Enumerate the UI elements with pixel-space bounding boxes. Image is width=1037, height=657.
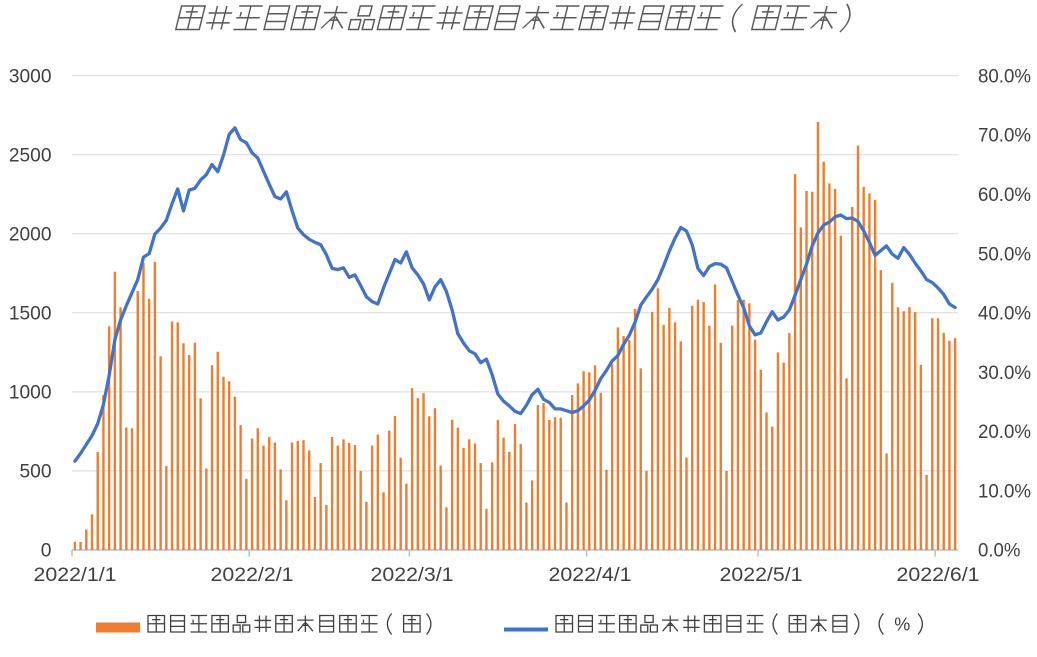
svg-text:2022/6/1: 2022/6/1	[897, 565, 980, 586]
svg-text:3000: 3000	[9, 66, 52, 87]
svg-text:2022/1/1: 2022/1/1	[34, 565, 117, 586]
svg-text:80.0%: 80.0%	[978, 66, 1031, 87]
svg-text:2022/3/1: 2022/3/1	[371, 565, 454, 586]
svg-text:40.0%: 40.0%	[978, 304, 1031, 325]
svg-text:2022/5/1: 2022/5/1	[720, 565, 803, 586]
svg-text:%: %	[894, 615, 910, 635]
svg-text:2022/2/1: 2022/2/1	[211, 565, 294, 586]
svg-text:500: 500	[20, 462, 52, 483]
svg-text:1500: 1500	[9, 304, 52, 325]
svg-text:2022/4/1: 2022/4/1	[549, 565, 632, 586]
svg-text:0: 0	[41, 541, 52, 562]
svg-text:2500: 2500	[9, 145, 52, 166]
svg-text:10.0%: 10.0%	[978, 481, 1031, 502]
svg-text:20.0%: 20.0%	[978, 422, 1031, 443]
svg-text:2000: 2000	[9, 225, 52, 246]
svg-text:1000: 1000	[9, 383, 52, 404]
svg-text:0.0%: 0.0%	[978, 541, 1020, 562]
svg-text:50.0%: 50.0%	[978, 244, 1031, 265]
svg-text:30.0%: 30.0%	[978, 363, 1031, 384]
svg-text:70.0%: 70.0%	[978, 126, 1031, 147]
svg-text:60.0%: 60.0%	[978, 185, 1031, 206]
